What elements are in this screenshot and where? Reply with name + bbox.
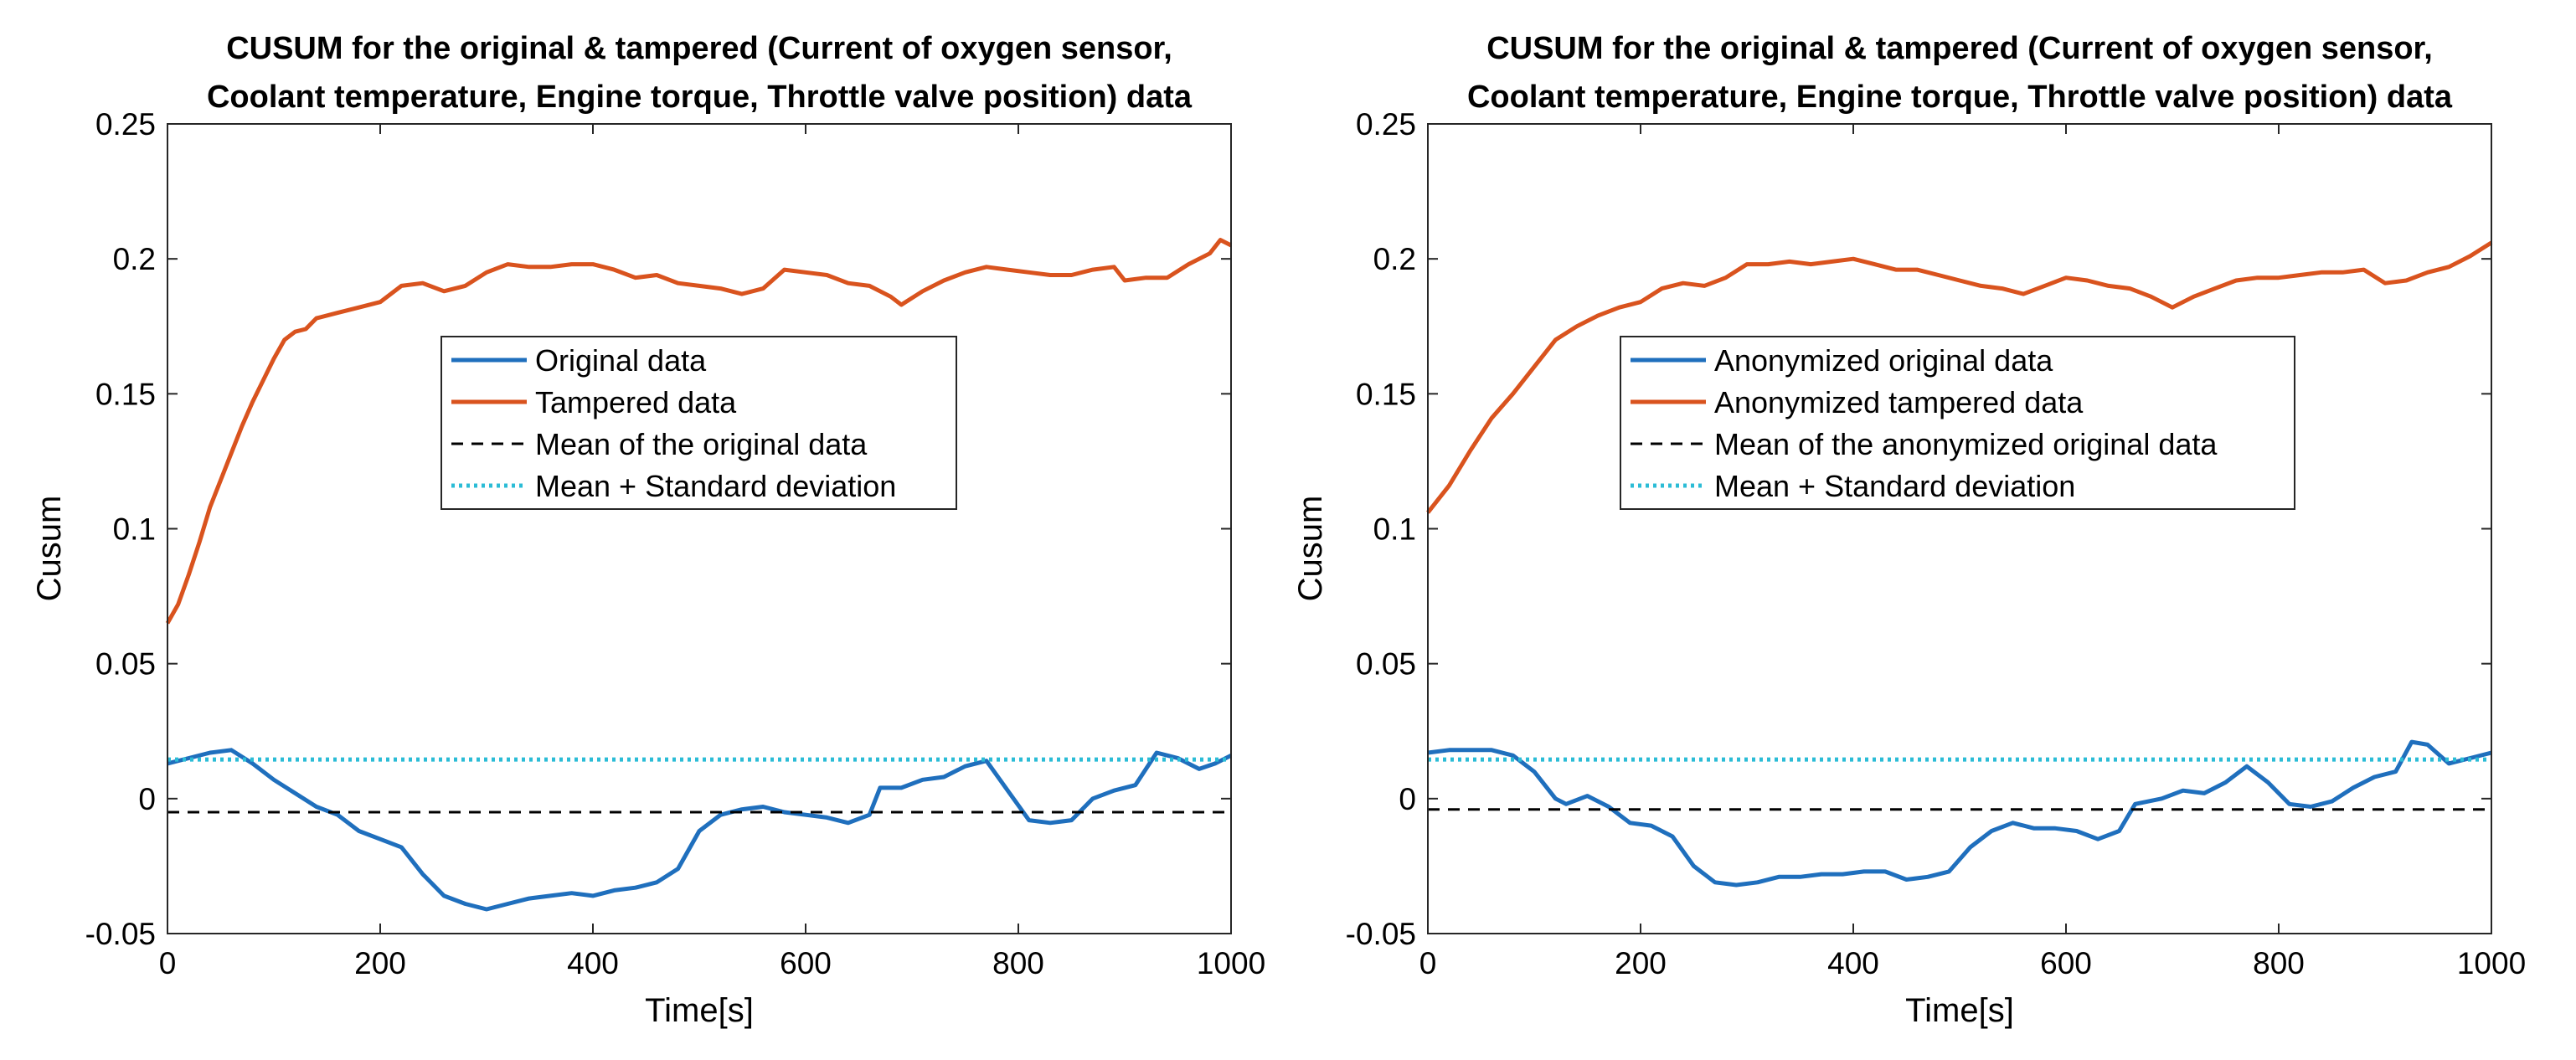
legend-box bbox=[1620, 336, 2295, 510]
legend-label-3: Mean of the anonymized original data bbox=[1714, 427, 2218, 461]
legend-label-2: Anonymized tampered data bbox=[1714, 385, 2084, 419]
left-chart: CUSUM for the original & tampered (Curre… bbox=[31, 31, 1265, 1029]
legend-label-4: Mean + Standard deviation bbox=[1714, 469, 2075, 503]
x-tick-label: 0 bbox=[159, 946, 177, 980]
x-tick-label: 400 bbox=[567, 946, 619, 980]
tick-group: 0 200 400 600 800 1000-0.0500.050.10.150.20.2… bbox=[1346, 107, 2527, 980]
series-line-1 bbox=[167, 748, 1233, 912]
y-tick-label: 0.15 bbox=[1356, 377, 1416, 411]
y-tick-label: -0.05 bbox=[1346, 917, 1416, 951]
legend-label-2: Tampered data bbox=[535, 385, 737, 419]
x-tick-label: 200 bbox=[354, 946, 406, 980]
y-tick-label: 0.2 bbox=[1373, 242, 1416, 276]
x-tick-label: 0 bbox=[1419, 946, 1437, 980]
series-group bbox=[165, 238, 1233, 912]
y-tick-label: 0.25 bbox=[1356, 107, 1416, 142]
x-tick-label: 800 bbox=[992, 946, 1044, 980]
right-chart: CUSUM for the original & tampered (Curre… bbox=[1292, 31, 2526, 1029]
chart-title-line2: Coolant temperature, Engine torque, Thro… bbox=[207, 80, 1193, 115]
x-tick-label: 1000 bbox=[1197, 946, 1265, 980]
series-line-2 bbox=[165, 238, 1233, 625]
legend-box bbox=[440, 336, 957, 510]
series-line-1 bbox=[1427, 739, 2492, 888]
x-axis-label: Time[s] bbox=[645, 992, 754, 1029]
x-tick-label: 600 bbox=[2040, 946, 2092, 980]
x-tick-label: 200 bbox=[1615, 946, 1667, 980]
y-axis-label: Cusum bbox=[31, 496, 68, 602]
chart-title-line2: Coolant temperature, Engine torque, Thro… bbox=[1467, 80, 2453, 115]
y-tick-label: 0 bbox=[1399, 782, 1416, 816]
y-tick-label: 0 bbox=[138, 782, 156, 816]
y-tick-label: 0.05 bbox=[1356, 647, 1416, 682]
y-tick-label: 0.05 bbox=[95, 647, 156, 682]
legend: Anonymized original data Anonymized tampe… bbox=[1620, 336, 2295, 510]
x-tick-label: 1000 bbox=[2457, 946, 2526, 980]
y-tick-label: -0.05 bbox=[85, 917, 156, 951]
y-tick-label: 0.1 bbox=[1373, 512, 1416, 547]
x-tick-label: 800 bbox=[2253, 946, 2305, 980]
series-line-2 bbox=[1426, 240, 2493, 514]
x-tick-label: 400 bbox=[1827, 946, 1879, 980]
series-group bbox=[1426, 240, 2493, 888]
y-tick-label: 0.25 bbox=[95, 107, 156, 142]
legend-label-3: Mean of the original data bbox=[535, 427, 868, 461]
y-tick-label: 0.15 bbox=[95, 377, 156, 411]
tick-group: 0 200 400 600 800 1000-0.0500.050.10.150.20.2… bbox=[85, 107, 1266, 980]
y-tick-label: 0.2 bbox=[113, 242, 156, 276]
legend: Original data Tampered data Mean of the or… bbox=[440, 336, 957, 510]
legend-label-4: Mean + Standard deviation bbox=[535, 469, 896, 503]
plot-frame bbox=[1427, 123, 2492, 934]
x-axis-label: Time[s] bbox=[1905, 992, 2014, 1029]
legend-label-1: Original data bbox=[535, 343, 707, 378]
legend-label-1: Anonymized original data bbox=[1714, 343, 2053, 378]
x-tick-label: 600 bbox=[780, 946, 832, 980]
chart-title-line1: CUSUM for the original & tampered (Curre… bbox=[226, 31, 1172, 66]
y-axis-label: Cusum bbox=[1292, 496, 1329, 602]
chart-title-line1: CUSUM for the original & tampered (Curre… bbox=[1486, 31, 2433, 66]
y-tick-label: 0.1 bbox=[113, 512, 156, 547]
